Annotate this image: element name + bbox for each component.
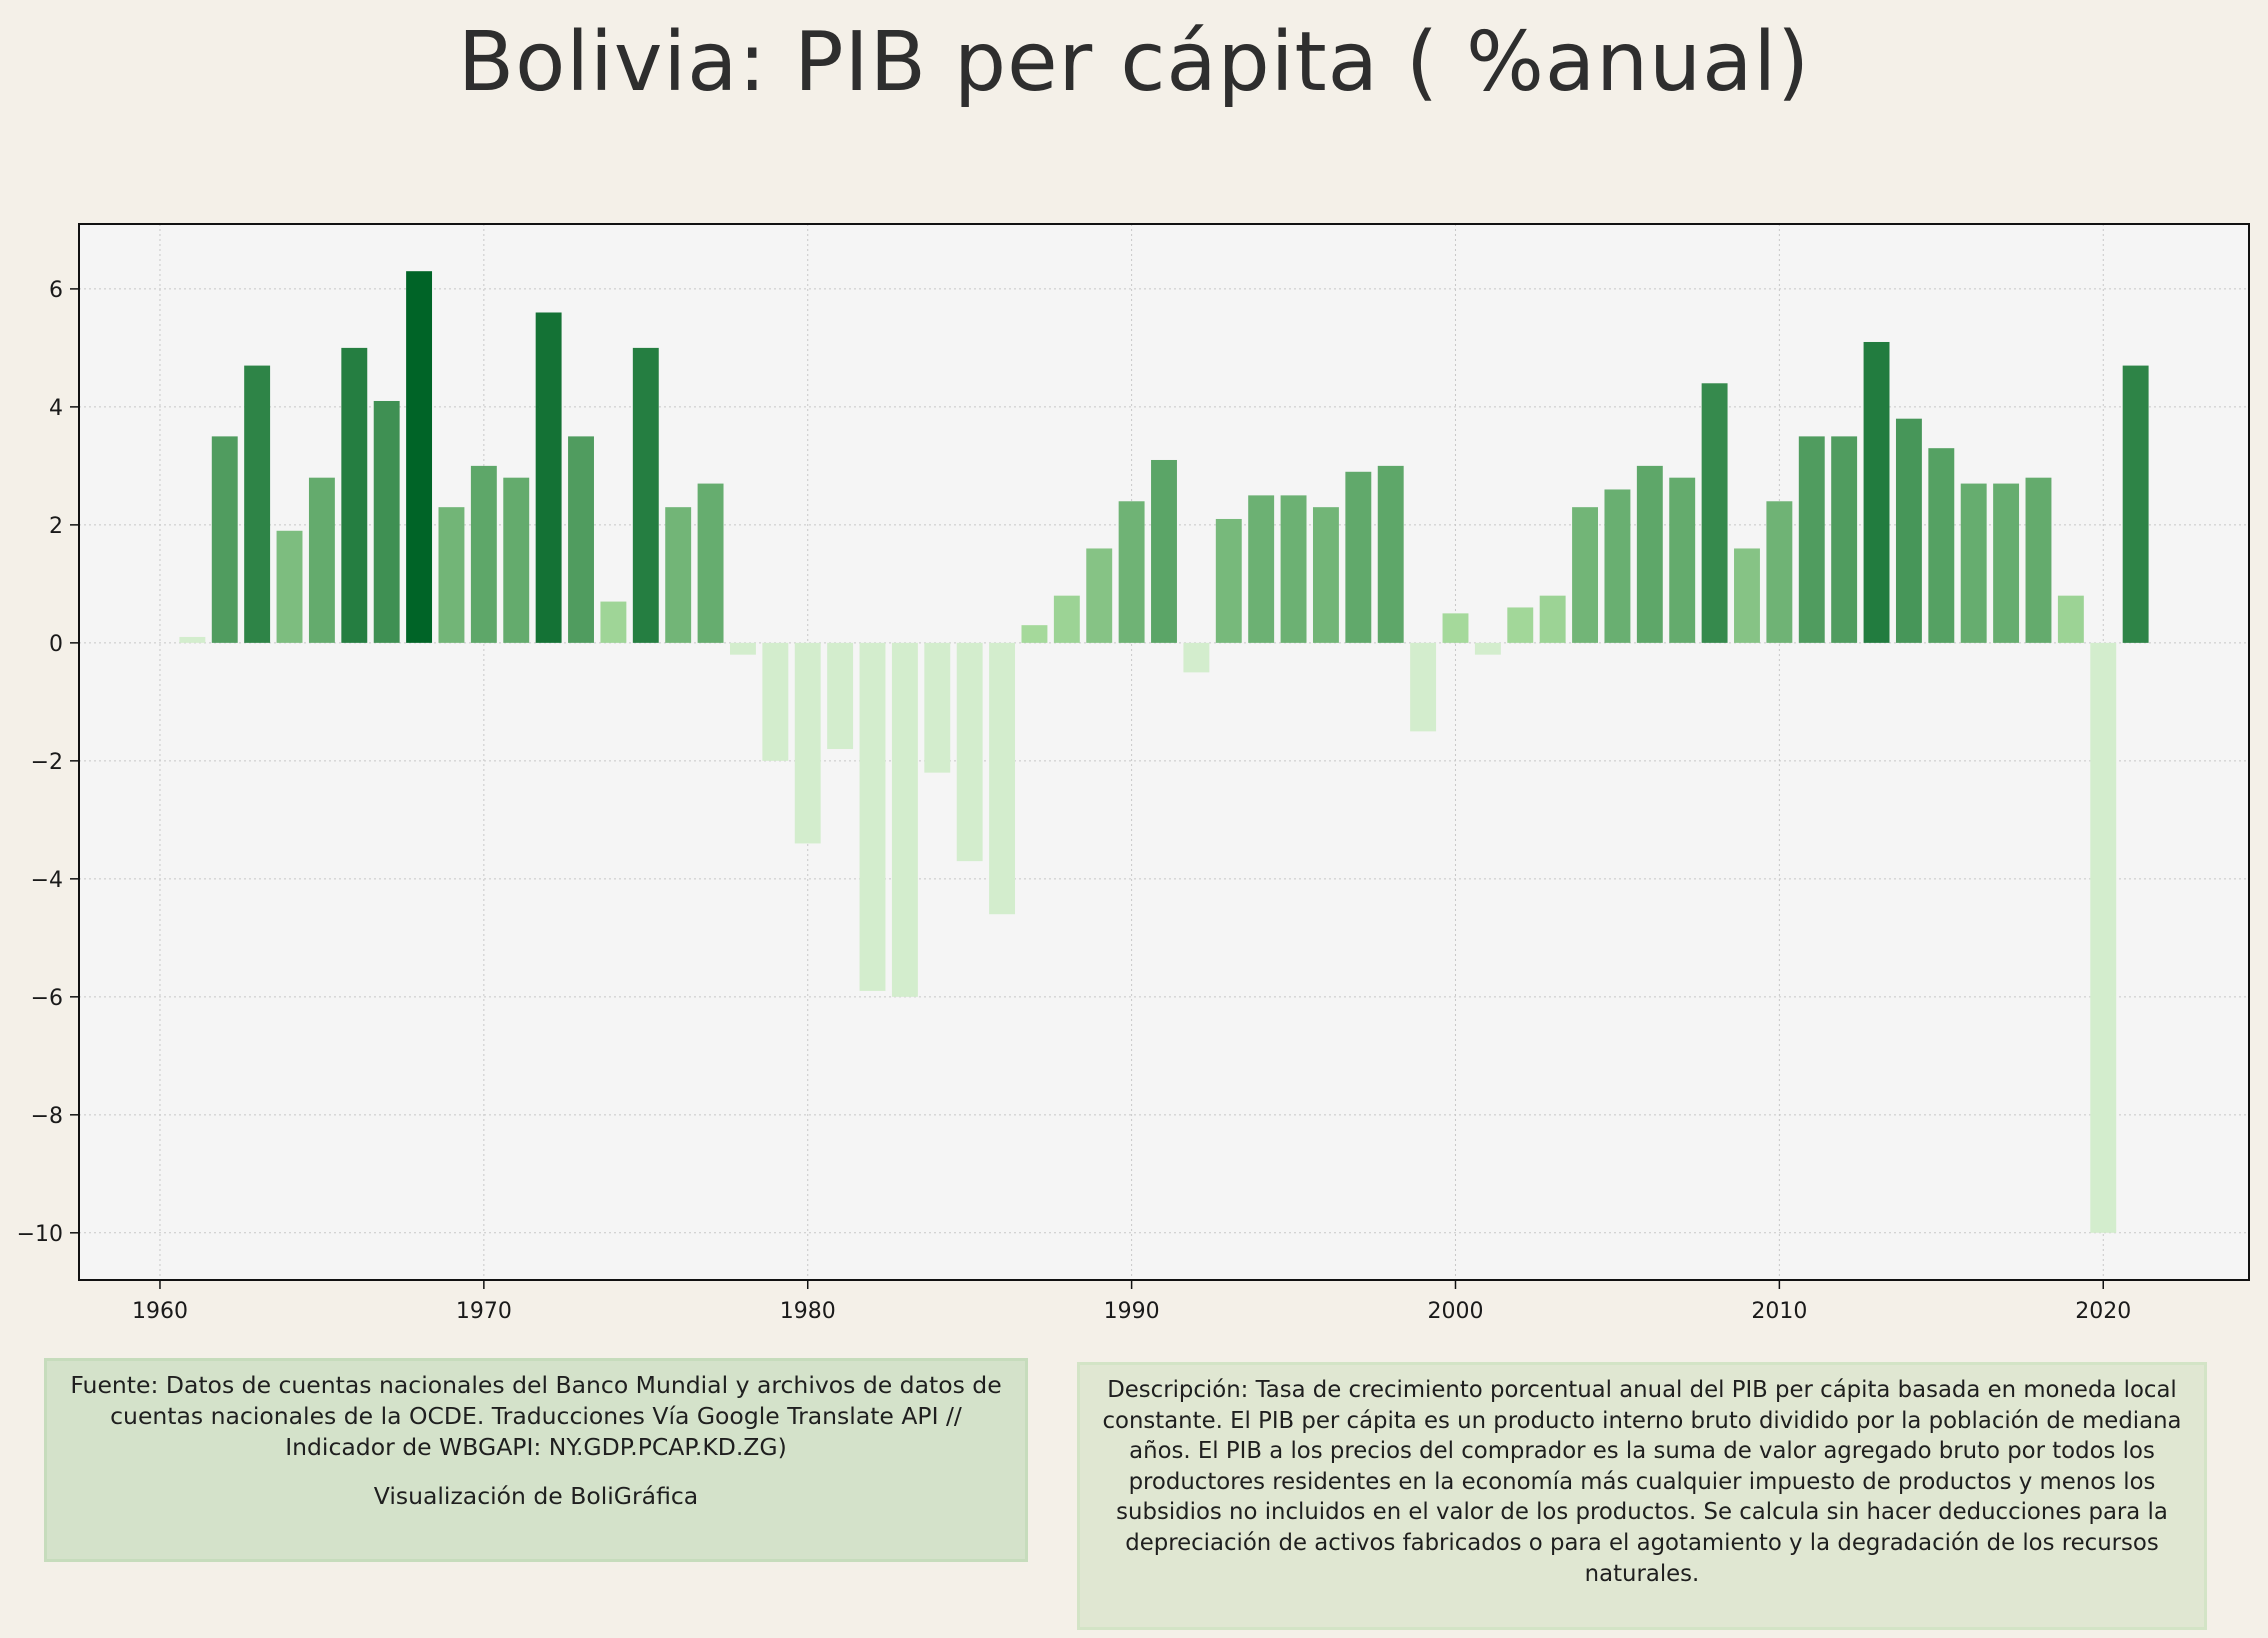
bar-2015	[1928, 448, 1955, 643]
bar-1980	[794, 642, 821, 844]
bar-2004	[1572, 507, 1598, 643]
y-tick-label: 4	[49, 396, 63, 421]
bar-1968	[406, 271, 433, 643]
bar-2005	[1604, 489, 1631, 643]
x-tick-label: 2020	[2075, 1299, 2131, 1324]
description-text: Descripción: Tasa de crecimiento porcent…	[1102, 1377, 2182, 1587]
plot-frame	[78, 223, 2250, 1281]
bar-1995	[1280, 495, 1307, 643]
bar-2018	[2025, 477, 2052, 643]
bar-1998	[1377, 465, 1404, 643]
bar-1982	[859, 642, 886, 991]
y-axis: 6 4 2 0 −2 −4 −6 −8 −10	[17, 278, 79, 1247]
chart-title: Bolivia: PIB per cápita ( %anual)	[457, 15, 1811, 110]
bar-1996	[1312, 507, 1339, 643]
x-tick-label: 1970	[456, 1299, 512, 1324]
y-tick-label: −2	[31, 750, 63, 775]
bar-1967	[373, 400, 400, 643]
x-tick-label: 2010	[1751, 1299, 1807, 1324]
bar-1977	[697, 483, 724, 643]
x-tick-label: 2000	[1427, 1299, 1483, 1324]
source-text: Fuente: Datos de cuentas nacionales del …	[70, 1371, 1002, 1461]
bar-1986	[989, 642, 1016, 915]
bar-2006	[1636, 465, 1663, 643]
bar-2001	[1474, 642, 1501, 655]
source-note: Fuente: Datos de cuentas nacionales del …	[44, 1358, 1028, 1562]
bar-1969	[438, 507, 465, 643]
y-tick-label: −4	[31, 868, 63, 893]
bar-1978	[730, 642, 756, 655]
bars	[179, 271, 2149, 1233]
bar-2010	[1766, 501, 1793, 643]
bar-2008	[1701, 383, 1728, 643]
y-tick-label: −6	[31, 986, 63, 1011]
bar-2013	[1863, 341, 1890, 643]
bar-chart: 1960 1970 1980 1990 2000 2010 2020 6 4 2 0 −2 −4 −6 −…	[17, 223, 2250, 1324]
bar-1990	[1118, 501, 1145, 643]
bar-1961	[179, 636, 206, 643]
bar-1964	[276, 530, 303, 643]
bar-1992	[1183, 642, 1210, 673]
bar-1970	[470, 465, 497, 643]
plot-area	[79, 224, 2249, 1280]
bar-1962	[211, 436, 238, 643]
description-note: Descripción: Tasa de crecimiento porcent…	[1077, 1362, 2207, 1630]
bar-2014	[1895, 418, 1922, 643]
bar-1989	[1086, 548, 1113, 643]
bar-2021	[2122, 365, 2149, 643]
bar-2000	[1442, 613, 1469, 643]
bar-1985	[956, 642, 983, 862]
y-tick-label: 6	[49, 278, 63, 303]
bar-1973	[568, 436, 594, 643]
x-tick-label: 1990	[1104, 1299, 1160, 1324]
bar-1991	[1151, 459, 1177, 643]
bar-1976	[665, 507, 692, 643]
bar-1981	[827, 642, 854, 750]
y-tick-label: −10	[17, 1222, 63, 1247]
bar-1971	[503, 477, 530, 643]
credit-text: Visualización de BoliGráfica	[373, 1482, 699, 1510]
bar-1993	[1215, 518, 1242, 643]
bar-2016	[1960, 483, 1987, 643]
bar-1972	[535, 312, 562, 643]
bar-1987	[1021, 625, 1048, 643]
bar-1966	[341, 347, 368, 643]
x-axis: 1960 1970 1980 1990 2000 2010 2020	[132, 1280, 2131, 1324]
y-tick-label: 2	[49, 514, 63, 539]
y-tick-label: 0	[49, 632, 63, 657]
bar-2017	[1993, 483, 2020, 643]
bar-2011	[1798, 436, 1825, 643]
bar-2007	[1669, 477, 1696, 643]
y-tick-label: −8	[31, 1104, 63, 1129]
bar-1983	[891, 642, 918, 997]
bar-1963	[244, 365, 271, 643]
x-tick-label: 1960	[132, 1299, 188, 1324]
bar-1965	[308, 477, 335, 643]
x-tick-label: 1980	[780, 1299, 836, 1324]
bar-1994	[1248, 495, 1275, 643]
bar-1975	[632, 347, 659, 643]
bar-1988	[1053, 595, 1080, 643]
bar-2012	[1831, 436, 1858, 643]
bar-1997	[1345, 471, 1372, 643]
bar-1984	[924, 642, 951, 773]
bar-2009	[1734, 548, 1760, 643]
bar-1979	[762, 642, 789, 761]
bar-2020	[2090, 642, 2117, 1233]
bar-2002	[1507, 607, 1534, 643]
bar-2003	[1539, 595, 1566, 643]
bar-2019	[2057, 595, 2084, 643]
bar-1974	[600, 601, 627, 643]
bar-1999	[1410, 642, 1437, 732]
